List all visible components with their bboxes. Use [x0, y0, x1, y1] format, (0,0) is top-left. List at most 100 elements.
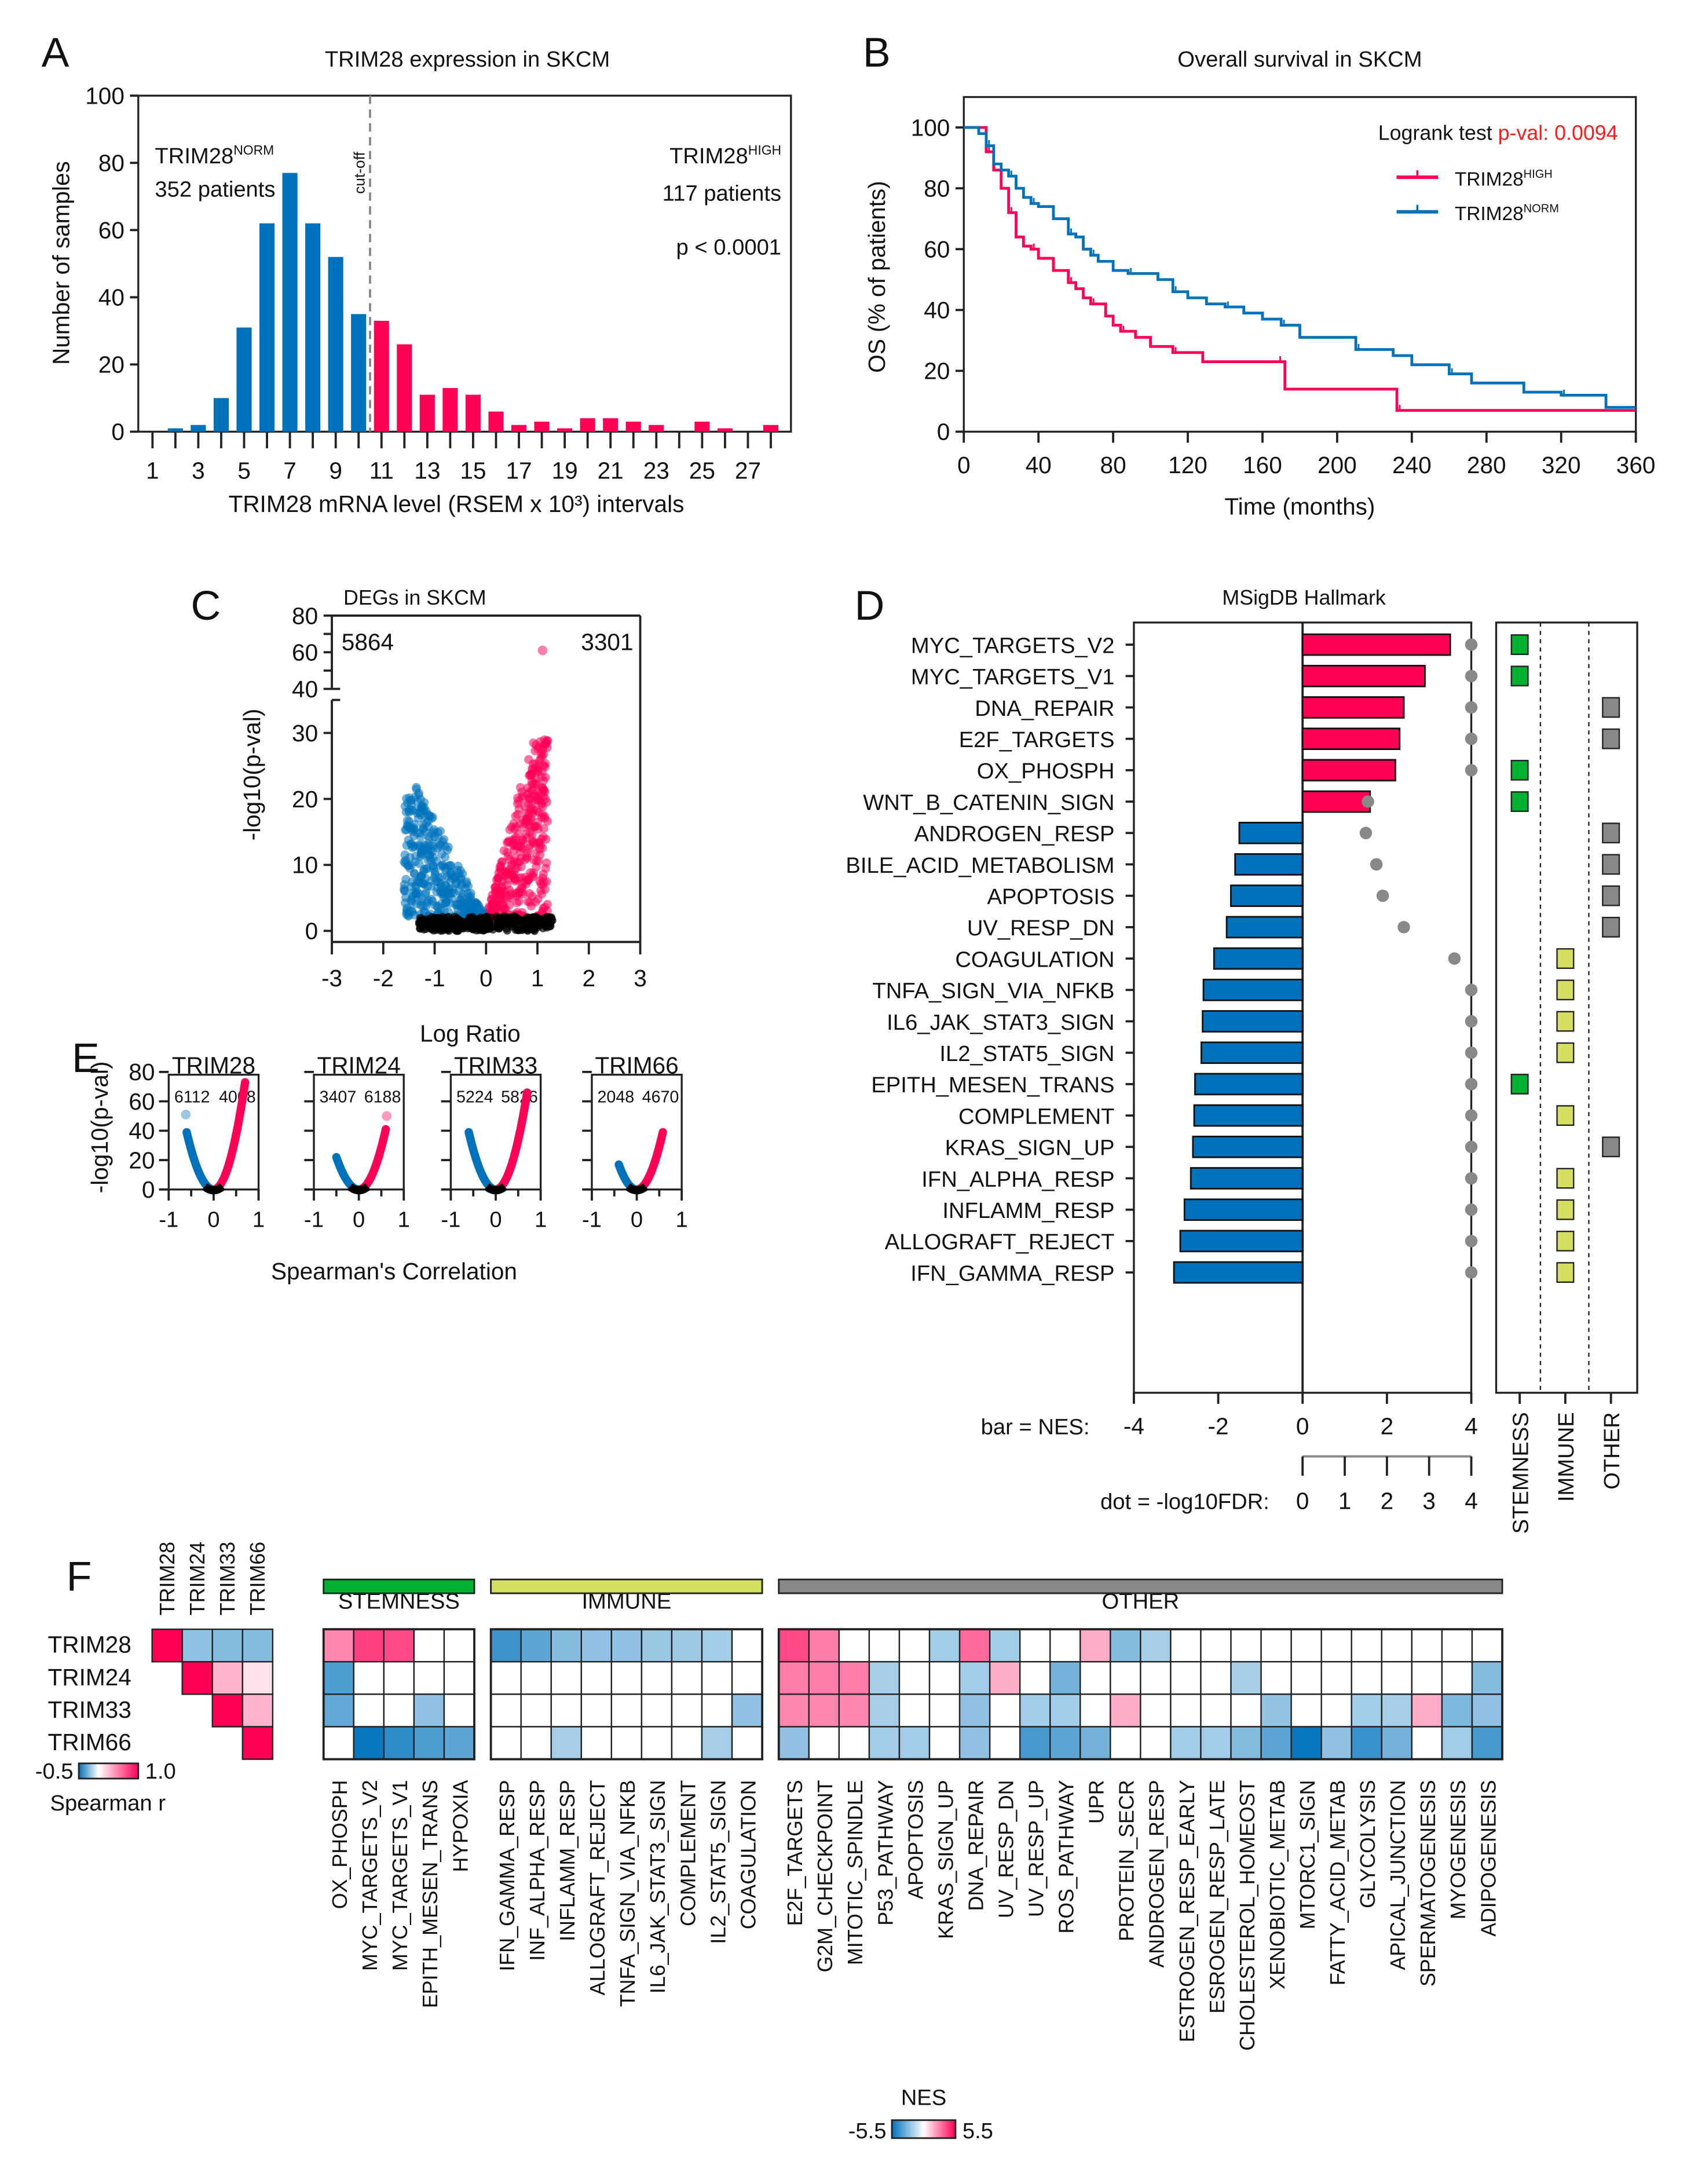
hallmark-label: MYC_TARGETS_V2 [911, 633, 1115, 658]
fdr-dot [1359, 826, 1373, 840]
deg-point [491, 887, 500, 897]
fdr-dot [1397, 921, 1410, 934]
category-marker [1602, 854, 1620, 875]
logrank-label: Logrank test p-val: 0.0094 [1378, 122, 1618, 145]
panel-a-histogram: TRIM28 expression in SKCM 0 20 40 60 80 100 Num… [47, 47, 792, 517]
column-label: IFN_GAMMA_RESP [496, 1780, 519, 1971]
deg-point [456, 875, 466, 884]
fdr-dot [1370, 858, 1383, 871]
deg-point [533, 824, 543, 834]
nes-cell [1110, 1628, 1141, 1663]
hallmark-label: E2F_TARGETS [959, 727, 1115, 752]
nes-cell [989, 1628, 1021, 1663]
panel-letter-d: D [855, 583, 885, 629]
nes-cell [898, 1693, 931, 1728]
nes-cell [1381, 1726, 1413, 1760]
y-tick-label: 80 [924, 175, 950, 202]
nes-cell [1230, 1628, 1262, 1663]
column-label: DNA_REPAIR [964, 1780, 987, 1911]
chart-title: DEGs in SKCM [343, 586, 486, 609]
fdr-dot [1465, 1140, 1478, 1154]
nes-cell [868, 1628, 901, 1663]
corr-cell [181, 1661, 213, 1695]
histogram-bar [282, 173, 298, 432]
x-tick-label: 320 [1542, 452, 1581, 478]
nes-bar [1183, 1198, 1304, 1221]
nes-bar [1202, 1010, 1304, 1033]
deg-point [542, 738, 551, 747]
nes-cell [1200, 1693, 1232, 1728]
category-marker [1602, 1136, 1620, 1158]
category-label: IMMUNE [1554, 1412, 1579, 1502]
hallmark-label: EPITH_MESEN_TRANS [871, 1073, 1114, 1098]
nes-cell [1411, 1628, 1443, 1663]
corr-cell [181, 1628, 213, 1663]
nes-cell [550, 1628, 582, 1663]
nes-cell [550, 1661, 582, 1695]
deg-point [456, 908, 466, 917]
x-tick-label: 19 [552, 458, 578, 484]
panel-c-volcano: DEGs in SKCM 40 60 80 0 10 20 30 -3 -2 -1 0 1 2 3 -log1… [239, 586, 647, 1047]
hallmark-label: ALLOGRAFT_REJECT [885, 1230, 1115, 1254]
x-tick-label: -1 [424, 965, 445, 992]
nes-cell [610, 1693, 643, 1728]
hallmark-label: UV_RESP_DN [967, 916, 1115, 941]
pos-count: 4670 [642, 1088, 679, 1106]
fdr-dot [1465, 1266, 1478, 1279]
histogram-bar [694, 421, 710, 432]
nes-bar [1201, 1041, 1304, 1064]
neg-count: 6112 [174, 1088, 210, 1106]
nonsig-point [441, 916, 449, 925]
x-tick-label: 7 [283, 458, 297, 484]
histogram-bar [465, 394, 481, 432]
corr-cell [211, 1693, 243, 1728]
nes-cell [1320, 1693, 1352, 1728]
hallmark-label: IL6_JAK_STAT3_SIGN [887, 1010, 1114, 1035]
category-marker [1510, 665, 1529, 687]
nes-cell [1079, 1693, 1111, 1728]
deg-point [505, 825, 514, 835]
histogram-bar [191, 425, 206, 432]
y-tick-label: 0 [937, 419, 950, 445]
nes-cell [1019, 1726, 1051, 1760]
deg-point [402, 908, 412, 917]
down-count: 5864 [342, 629, 394, 656]
category-marker [1556, 1199, 1575, 1220]
column-label: SPERMATOGENESIS [1417, 1780, 1440, 1987]
category-marker [1556, 1105, 1575, 1126]
nes-cell [808, 1661, 840, 1695]
category-marker [1510, 1073, 1529, 1095]
nes-bar [1301, 664, 1426, 687]
histogram-bar [167, 428, 183, 432]
row-label: TRIM28 [48, 1631, 131, 1658]
nes-cell [1260, 1628, 1292, 1663]
x-tick-label: 120 [1168, 452, 1207, 478]
histogram-bar [236, 327, 252, 432]
hallmark-label: MYC_TARGETS_V1 [911, 665, 1115, 690]
deg-point [529, 872, 538, 881]
nes-cell [1320, 1661, 1352, 1695]
nes-cell [383, 1628, 415, 1663]
category-marker [1556, 1168, 1575, 1189]
y-tick-label: 80 [292, 602, 318, 629]
nes-cell [1200, 1628, 1232, 1663]
fdr-dot [1465, 670, 1478, 683]
column-label: IL2_STAT5_SIGN [707, 1780, 730, 1944]
y-tick-label: 0 [142, 1176, 155, 1203]
nes-cell [641, 1726, 673, 1760]
hallmark-label: COMPLEMENT [958, 1104, 1114, 1129]
nes-bar [1301, 759, 1396, 782]
nes-legend-label: NES [901, 2085, 947, 2110]
hallmark-label: INFLAMM_RESP [942, 1198, 1114, 1223]
deg-point [458, 892, 467, 902]
nes-cell [808, 1693, 840, 1728]
deg-point [423, 864, 432, 873]
column-label: MITOTIC_SPINDLE [844, 1780, 867, 1965]
deg-point [503, 848, 512, 857]
nes-cell [550, 1693, 582, 1728]
column-label: UPR [1085, 1780, 1108, 1824]
column-label: P53_PATHWAY [874, 1780, 897, 1925]
column-label: ROS_PATHWAY [1055, 1780, 1078, 1933]
pos-count: 4008 [219, 1088, 256, 1106]
nes-cell [353, 1661, 385, 1695]
